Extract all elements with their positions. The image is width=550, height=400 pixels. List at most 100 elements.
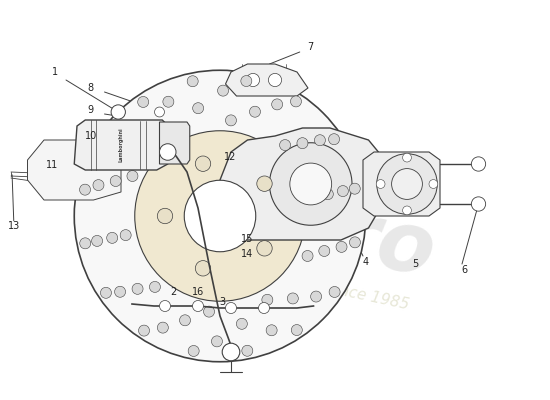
Ellipse shape xyxy=(270,143,352,225)
Text: 11: 11 xyxy=(46,160,58,170)
Ellipse shape xyxy=(120,230,131,241)
Ellipse shape xyxy=(403,206,411,215)
Ellipse shape xyxy=(74,70,366,362)
Text: a passion since 1985: a passion since 1985 xyxy=(250,264,410,312)
Ellipse shape xyxy=(184,180,256,252)
Ellipse shape xyxy=(279,140,290,150)
Ellipse shape xyxy=(392,169,422,200)
Ellipse shape xyxy=(135,131,305,301)
Ellipse shape xyxy=(100,134,111,146)
Ellipse shape xyxy=(471,197,486,211)
Ellipse shape xyxy=(111,105,125,119)
Text: Lamborghini: Lamborghini xyxy=(118,128,124,162)
Ellipse shape xyxy=(257,241,272,256)
Ellipse shape xyxy=(188,346,199,356)
Text: 10: 10 xyxy=(85,131,97,141)
Ellipse shape xyxy=(336,241,347,252)
Text: euro: euro xyxy=(217,170,443,294)
Text: 9: 9 xyxy=(87,105,94,115)
Ellipse shape xyxy=(160,300,170,312)
Ellipse shape xyxy=(138,96,148,108)
Ellipse shape xyxy=(242,345,253,356)
Ellipse shape xyxy=(192,300,204,312)
Text: 1: 1 xyxy=(52,67,58,77)
Ellipse shape xyxy=(80,238,91,249)
Ellipse shape xyxy=(157,322,168,333)
Ellipse shape xyxy=(163,96,174,107)
Ellipse shape xyxy=(167,127,178,138)
Text: 5: 5 xyxy=(412,259,419,269)
Ellipse shape xyxy=(160,144,176,160)
Ellipse shape xyxy=(403,153,411,162)
Ellipse shape xyxy=(222,343,240,361)
Text: 2: 2 xyxy=(170,287,177,297)
Ellipse shape xyxy=(127,170,138,182)
Ellipse shape xyxy=(226,302,236,314)
Ellipse shape xyxy=(322,189,333,200)
Ellipse shape xyxy=(142,128,153,139)
Ellipse shape xyxy=(80,184,91,195)
Ellipse shape xyxy=(257,176,272,191)
Polygon shape xyxy=(74,120,170,170)
Text: 14: 14 xyxy=(241,249,254,259)
Ellipse shape xyxy=(319,246,330,256)
Text: 12: 12 xyxy=(224,152,236,162)
Ellipse shape xyxy=(92,236,103,246)
Ellipse shape xyxy=(110,176,121,186)
Ellipse shape xyxy=(179,315,190,326)
Ellipse shape xyxy=(268,73,282,87)
Ellipse shape xyxy=(290,163,332,205)
Ellipse shape xyxy=(204,306,214,317)
Ellipse shape xyxy=(329,286,340,298)
Ellipse shape xyxy=(211,336,222,347)
Ellipse shape xyxy=(290,96,301,107)
Ellipse shape xyxy=(139,325,150,336)
Ellipse shape xyxy=(187,76,198,87)
Ellipse shape xyxy=(302,250,313,262)
Polygon shape xyxy=(28,140,121,200)
Text: 13: 13 xyxy=(8,221,20,231)
Ellipse shape xyxy=(93,180,104,191)
Ellipse shape xyxy=(246,73,260,87)
Ellipse shape xyxy=(118,130,129,141)
Ellipse shape xyxy=(195,261,211,276)
Text: 3: 3 xyxy=(219,297,226,307)
Text: 4: 4 xyxy=(362,257,369,267)
Ellipse shape xyxy=(471,157,486,171)
Ellipse shape xyxy=(262,294,273,305)
Ellipse shape xyxy=(328,134,339,145)
Text: 15: 15 xyxy=(241,234,254,244)
Ellipse shape xyxy=(114,286,125,297)
Polygon shape xyxy=(160,122,190,164)
Ellipse shape xyxy=(272,99,283,110)
Ellipse shape xyxy=(132,283,143,294)
Polygon shape xyxy=(363,152,440,216)
Polygon shape xyxy=(220,128,385,240)
Ellipse shape xyxy=(376,180,385,188)
Ellipse shape xyxy=(266,325,277,336)
Ellipse shape xyxy=(309,191,320,202)
Ellipse shape xyxy=(292,324,302,336)
Ellipse shape xyxy=(150,282,161,292)
Ellipse shape xyxy=(297,138,308,149)
Ellipse shape xyxy=(250,106,261,117)
Ellipse shape xyxy=(315,135,326,146)
Ellipse shape xyxy=(192,103,204,114)
Ellipse shape xyxy=(195,156,211,171)
Ellipse shape xyxy=(241,76,252,86)
Ellipse shape xyxy=(101,287,112,298)
Ellipse shape xyxy=(349,183,360,194)
Ellipse shape xyxy=(287,293,298,304)
Ellipse shape xyxy=(258,302,270,314)
Ellipse shape xyxy=(311,291,322,302)
Text: 8: 8 xyxy=(87,83,94,93)
Ellipse shape xyxy=(226,115,236,126)
Polygon shape xyxy=(226,64,308,96)
Ellipse shape xyxy=(377,154,437,214)
Ellipse shape xyxy=(218,85,229,96)
Ellipse shape xyxy=(429,180,438,188)
Ellipse shape xyxy=(155,107,164,117)
Ellipse shape xyxy=(107,232,118,243)
Ellipse shape xyxy=(349,237,360,248)
Ellipse shape xyxy=(337,186,348,196)
